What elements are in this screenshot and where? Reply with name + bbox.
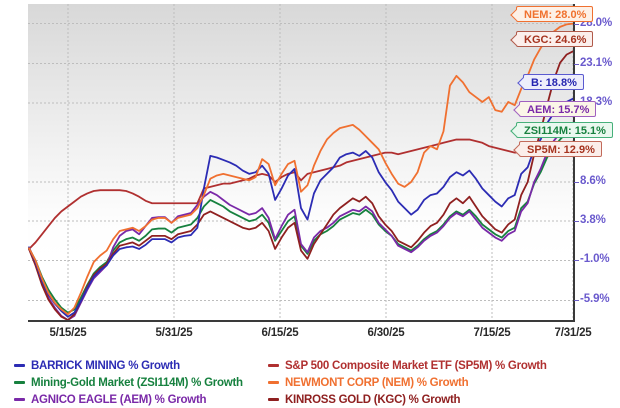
- legend-item[interactable]: KINROSS GOLD (KGC) % Growth: [268, 391, 547, 408]
- legend-column-right: S&P 500 Composite Market ETF (SP5M) % Gr…: [268, 357, 547, 408]
- legend-label: BARRICK MINING % Growth: [31, 359, 180, 372]
- y-axis-tick-mark: [574, 182, 579, 183]
- legend-color-swatch: [14, 398, 25, 401]
- legend-item[interactable]: BARRICK MINING % Growth: [14, 357, 243, 374]
- y-axis-tick-mark: [574, 63, 579, 65]
- series-value-callout: SP5M: 12.9%: [513, 141, 602, 157]
- x-axis-tick-label: 5/15/25: [49, 327, 87, 339]
- y-axis-tick-label: -5.9%: [580, 293, 610, 306]
- legend-label: KINROSS GOLD (KGC) % Growth: [285, 393, 461, 406]
- legend-label: Mining-Gold Market (ZSI114M) % Growth: [31, 376, 243, 389]
- series-value-callout: AEM: 15.7%: [513, 101, 597, 117]
- x-axis-tick-label: 6/15/25: [261, 327, 299, 339]
- plot-area: [28, 4, 574, 320]
- y-axis-tick-label: 8.6%: [580, 175, 606, 187]
- legend-item[interactable]: AGNICO EAGLE (AEM) % Growth: [14, 391, 243, 408]
- series-value-callout: NEM: 28.0%: [510, 6, 594, 22]
- legend-color-swatch: [268, 381, 279, 384]
- x-axis-line: [28, 320, 574, 322]
- series-value-callout: B: 18.8%: [517, 74, 584, 90]
- legend-item[interactable]: NEWMONT CORP (NEM) % Growth: [268, 374, 547, 391]
- legend-label: S&P 500 Composite Market ETF (SP5M) % Gr…: [285, 359, 547, 372]
- legend-color-swatch: [14, 364, 25, 367]
- y-axis-line: [573, 4, 575, 322]
- x-axis-tick-label: 7/15/25: [473, 327, 511, 339]
- plot-lines-svg: [28, 4, 574, 320]
- y-axis-tick-mark: [574, 221, 579, 223]
- legend-item[interactable]: Mining-Gold Market (ZSI114M) % Growth: [14, 374, 243, 391]
- x-axis-tick-label: 6/30/25: [367, 327, 405, 339]
- x-axis-tick-label: 5/31/25: [155, 327, 193, 339]
- series-value-callout: KGC: 24.6%: [510, 31, 594, 47]
- legend-color-swatch: [268, 364, 279, 367]
- legend-column-left: BARRICK MINING % Growth Mining-Gold Marke…: [14, 357, 243, 408]
- y-axis-tick-label: 3.8%: [580, 214, 606, 227]
- y-axis-tick-label: -1.0%: [580, 253, 610, 266]
- series-value-callout: ZSI114M: 15.1%: [510, 122, 613, 138]
- chart-legend: BARRICK MINING % Growth Mining-Gold Marke…: [0, 357, 620, 408]
- y-axis-tick-mark: [574, 23, 579, 25]
- y-axis-tick-mark: [574, 260, 579, 262]
- legend-color-swatch: [268, 398, 279, 401]
- y-axis-tick-label: 23.1%: [580, 56, 613, 69]
- y-axis-tick-mark: [574, 300, 579, 302]
- legend-color-swatch: [14, 381, 25, 384]
- legend-label: AGNICO EAGLE (AEM) % Growth: [31, 393, 207, 406]
- legend-label: NEWMONT CORP (NEM) % Growth: [285, 376, 469, 389]
- x-axis-tick-label: 7/31/25: [554, 327, 592, 339]
- legend-item[interactable]: S&P 500 Composite Market ETF (SP5M) % Gr…: [268, 357, 547, 374]
